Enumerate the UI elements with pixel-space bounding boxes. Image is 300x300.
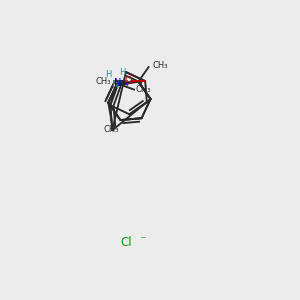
Text: N: N	[114, 79, 121, 88]
Text: CH₃: CH₃	[95, 76, 111, 85]
Text: Cl: Cl	[121, 236, 132, 249]
Text: CH₃: CH₃	[104, 125, 119, 134]
Text: CH₃: CH₃	[136, 85, 151, 94]
Text: H: H	[119, 68, 125, 77]
Text: O: O	[124, 76, 132, 86]
Text: ⁻: ⁻	[139, 234, 146, 247]
Text: CH₃: CH₃	[152, 61, 168, 70]
Text: N: N	[112, 80, 120, 90]
Text: +: +	[123, 79, 130, 88]
Text: H: H	[105, 70, 111, 79]
